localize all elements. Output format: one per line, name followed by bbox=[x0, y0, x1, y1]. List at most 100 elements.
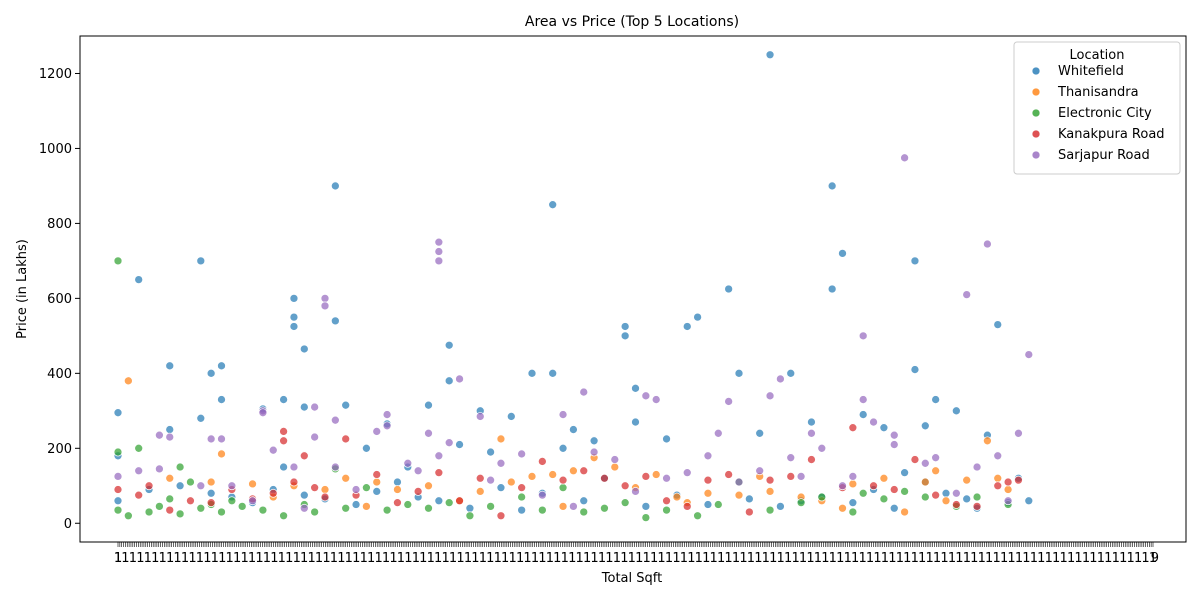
data-point bbox=[734, 368, 744, 378]
x-tick-label: 1 bbox=[1104, 551, 1112, 566]
x-tick-label: 1 bbox=[762, 551, 770, 566]
x-tick-label: 1 bbox=[144, 551, 152, 566]
data-point bbox=[268, 445, 278, 455]
x-tick-label: 1 bbox=[925, 551, 933, 566]
data-point bbox=[331, 462, 340, 472]
data-point bbox=[537, 457, 547, 466]
x-tick-label: 1 bbox=[240, 551, 248, 566]
data-point bbox=[558, 410, 568, 419]
data-point bbox=[134, 275, 144, 284]
x-tick-label: 1 bbox=[1015, 551, 1023, 566]
data-point bbox=[548, 470, 558, 479]
data-point bbox=[486, 475, 495, 485]
data-point bbox=[858, 488, 868, 498]
data-point bbox=[951, 488, 961, 498]
data-point bbox=[755, 428, 765, 438]
data-point bbox=[217, 395, 226, 404]
x-tick-label: 1 bbox=[643, 551, 651, 566]
data-point bbox=[889, 485, 899, 494]
y-tick-label: 1200 bbox=[39, 67, 72, 82]
x-tick-label: 1 bbox=[695, 551, 703, 566]
data-point bbox=[424, 400, 433, 410]
data-point bbox=[631, 487, 640, 496]
data-point bbox=[807, 455, 816, 464]
data-point bbox=[413, 487, 423, 496]
data-point bbox=[434, 496, 444, 506]
data-point bbox=[496, 483, 506, 493]
data-point bbox=[879, 423, 889, 433]
x-tick-label: 1 bbox=[218, 551, 226, 566]
data-point bbox=[920, 477, 930, 487]
data-point bbox=[786, 453, 796, 463]
data-point bbox=[941, 496, 951, 506]
x-tick-label: 1 bbox=[933, 551, 941, 566]
data-point bbox=[537, 505, 547, 515]
x-tick-label: 1 bbox=[337, 551, 345, 566]
data-point bbox=[972, 492, 982, 502]
x-tick-label: 1 bbox=[352, 551, 360, 566]
data-point bbox=[879, 494, 889, 504]
x-tick-label: 1 bbox=[881, 551, 889, 566]
data-point bbox=[589, 436, 599, 446]
data-point bbox=[331, 415, 340, 425]
x-tick-label: 1 bbox=[188, 551, 196, 566]
data-point bbox=[186, 477, 195, 487]
data-point bbox=[600, 473, 609, 483]
x-tick-label: 1 bbox=[724, 551, 732, 566]
data-point bbox=[248, 479, 257, 489]
data-point bbox=[351, 485, 361, 494]
x-tick-label: 1 bbox=[419, 551, 427, 566]
data-point bbox=[662, 434, 671, 444]
data-point bbox=[506, 477, 516, 487]
x-tick-label: 1 bbox=[1149, 551, 1157, 566]
x-tick-label: 1 bbox=[978, 551, 986, 566]
data-point bbox=[962, 475, 972, 485]
data-point bbox=[444, 376, 454, 386]
x-tick-label: 1 bbox=[1007, 551, 1015, 566]
data-point bbox=[765, 475, 775, 485]
data-point bbox=[475, 412, 485, 421]
data-point bbox=[299, 490, 309, 500]
x-tick-label: 1 bbox=[181, 551, 189, 566]
data-point bbox=[631, 383, 640, 393]
x-tick-label: 1 bbox=[121, 551, 129, 566]
x-tick-label: 1 bbox=[546, 551, 554, 566]
data-point bbox=[931, 490, 941, 500]
data-point bbox=[1003, 485, 1013, 494]
data-point bbox=[900, 487, 909, 496]
data-point bbox=[403, 500, 413, 509]
x-tick-label: 1 bbox=[1060, 551, 1068, 566]
x-tick-label: 1 bbox=[851, 551, 859, 566]
x-tick-label: 1 bbox=[412, 551, 420, 566]
legend-label: Whitefield bbox=[1058, 64, 1124, 79]
data-point bbox=[279, 436, 288, 446]
x-tick-label: 1 bbox=[248, 551, 256, 566]
data-point bbox=[889, 503, 899, 513]
x-tick-label: 1 bbox=[1119, 551, 1127, 566]
x-tick-label: 1 bbox=[293, 551, 301, 566]
x-tick-label: 1 bbox=[680, 551, 688, 566]
x-tick-label: 1 bbox=[203, 551, 211, 566]
data-point bbox=[496, 511, 506, 521]
legend-marker bbox=[1031, 129, 1041, 139]
data-point bbox=[434, 451, 444, 461]
chart-title: Area vs Price (Top 5 Locations) bbox=[525, 14, 739, 30]
data-point bbox=[703, 451, 713, 461]
x-tick-label: 1 bbox=[1112, 551, 1120, 566]
data-point bbox=[393, 477, 402, 487]
data-point bbox=[579, 387, 589, 397]
data-point bbox=[444, 340, 454, 350]
data-point bbox=[320, 492, 330, 502]
data-point bbox=[776, 374, 785, 384]
data-point bbox=[610, 462, 620, 472]
data-point bbox=[465, 503, 475, 513]
x-tick-label: 1 bbox=[196, 551, 204, 566]
data-point bbox=[341, 434, 351, 444]
x-tick-label: 1 bbox=[300, 551, 308, 566]
data-point bbox=[134, 443, 144, 453]
x-tick-label: 1 bbox=[903, 551, 911, 566]
data-point bbox=[320, 294, 330, 303]
series-sarjapur-road bbox=[113, 153, 1034, 513]
